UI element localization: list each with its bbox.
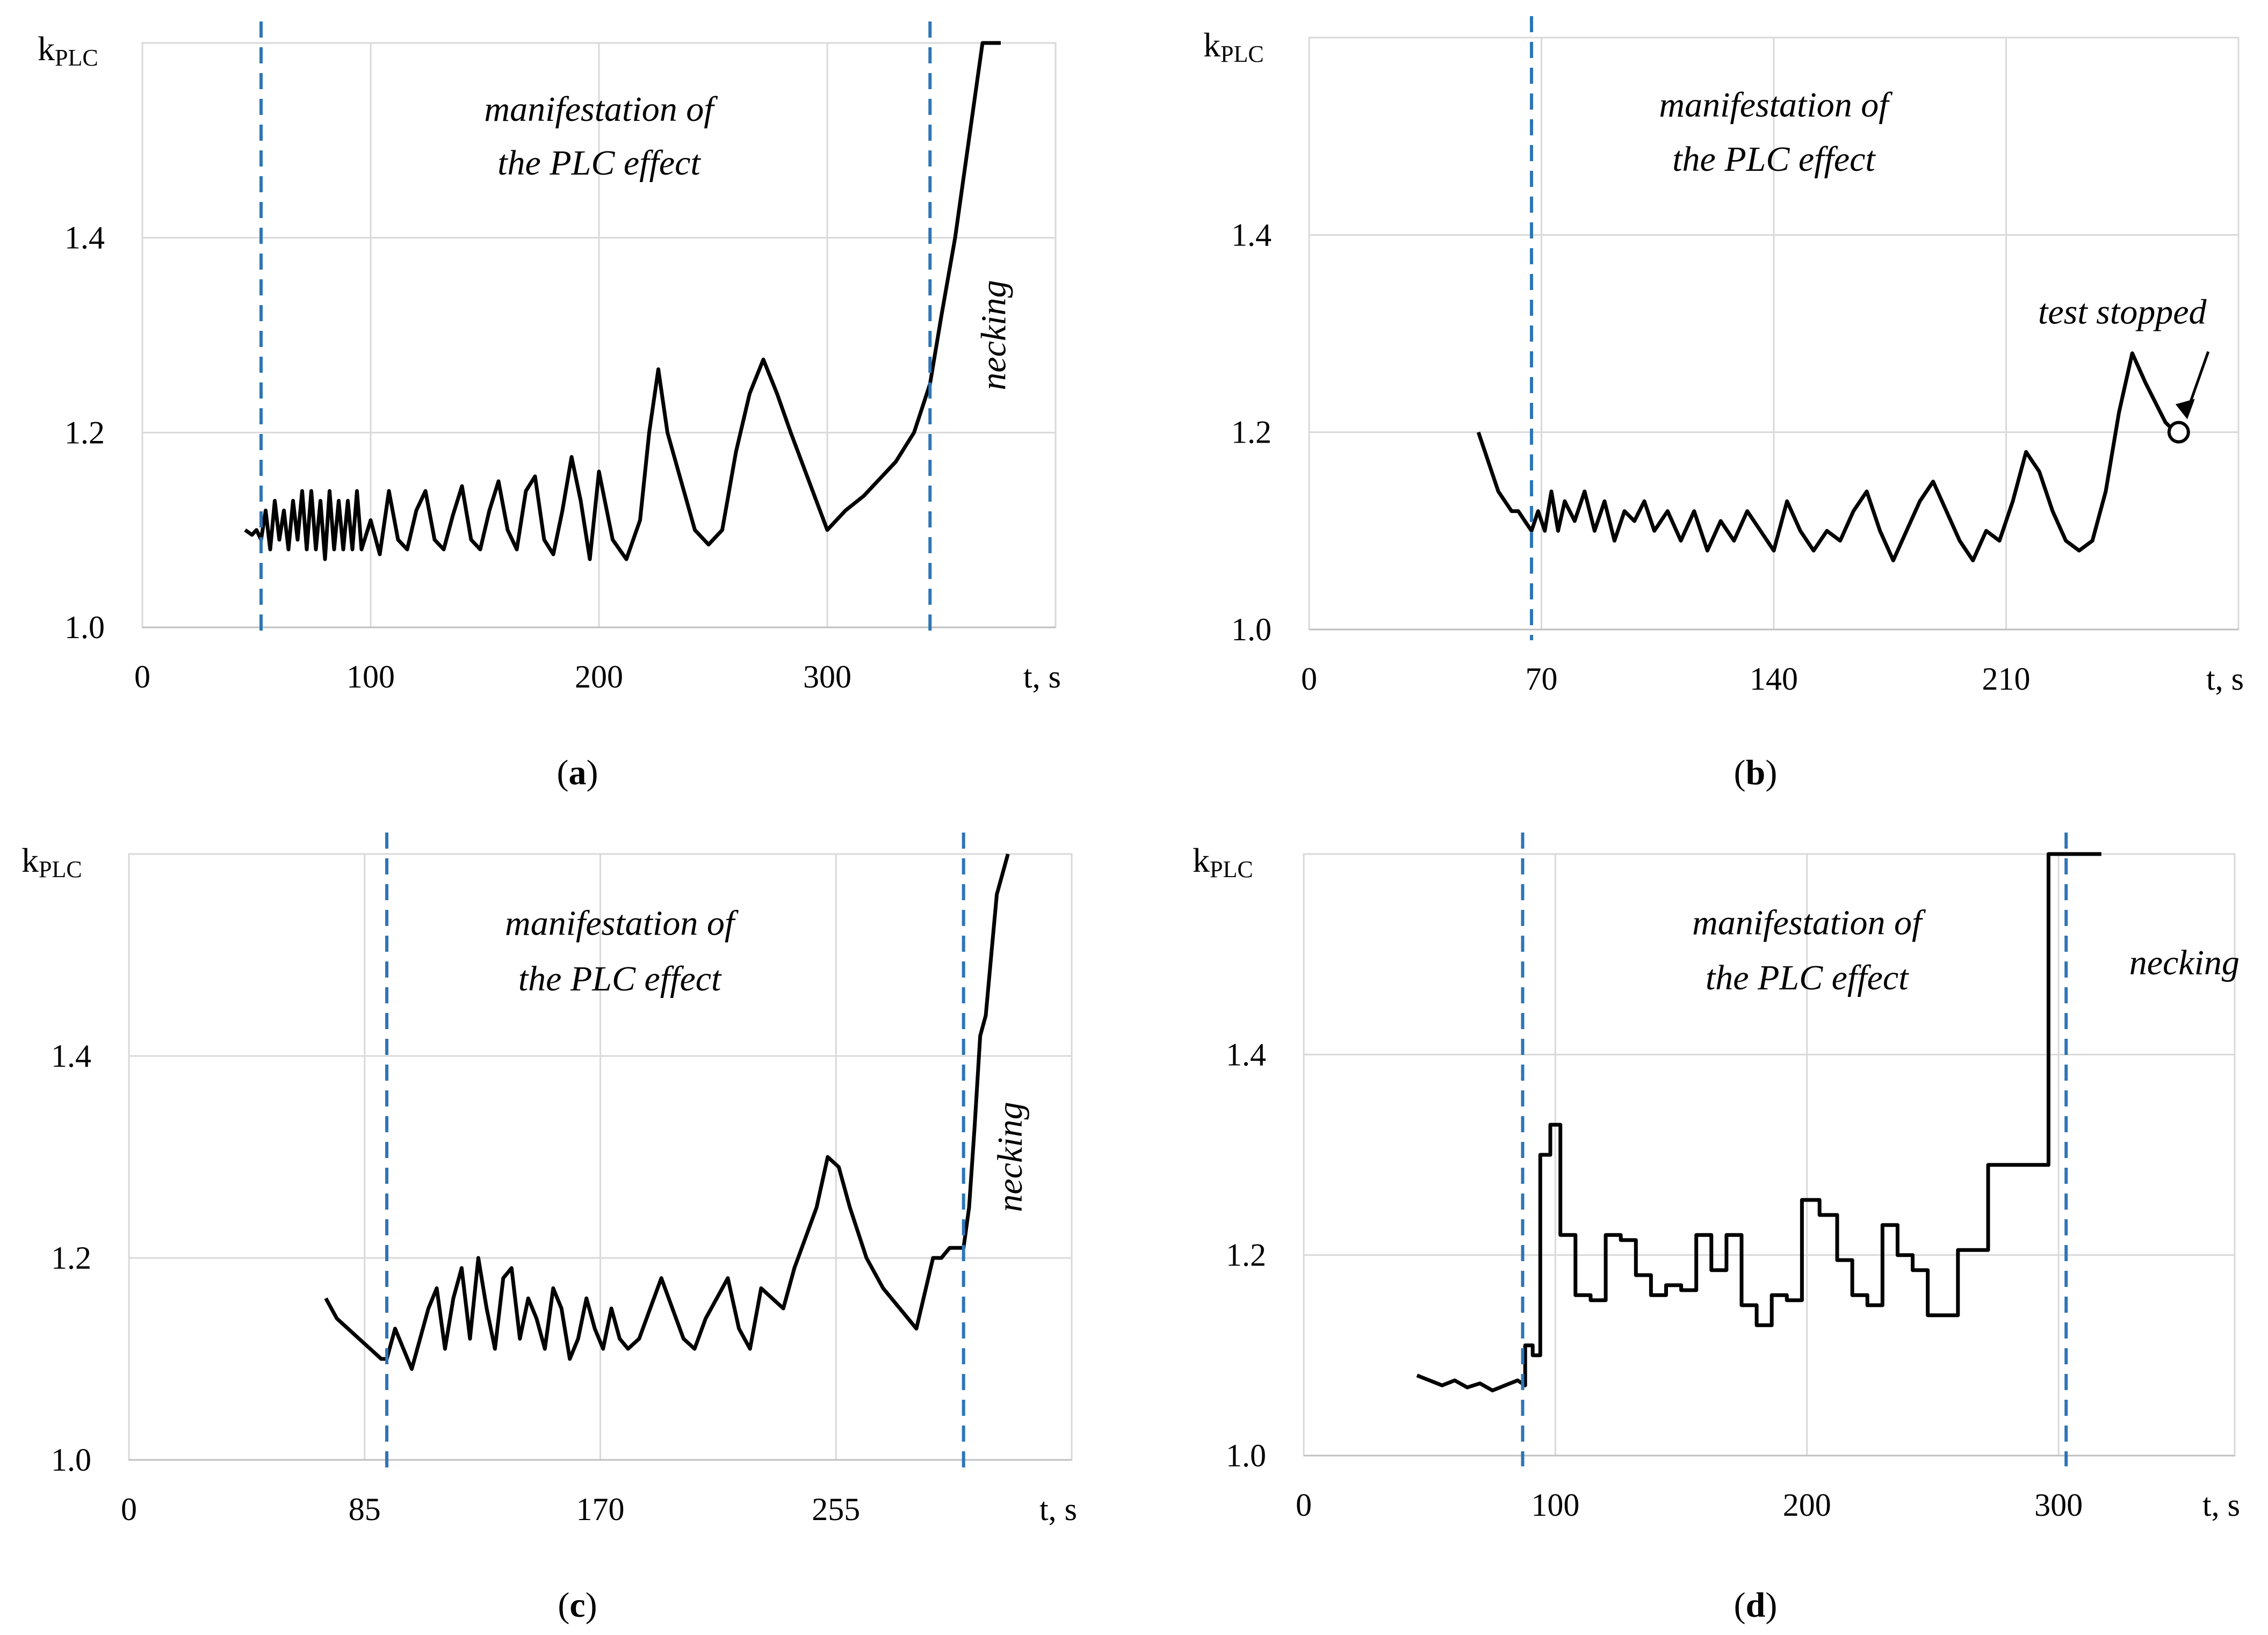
x-tick-label: 170 [576, 1492, 625, 1527]
arrow-head-icon [2175, 399, 2195, 419]
y-axis-label-main: k [21, 841, 39, 879]
annotation: the PLC effect [1706, 958, 1909, 997]
x-tick-label: 255 [812, 1492, 860, 1527]
y-axis-label-subscript: PLC [1220, 41, 1264, 67]
y-axis-label: kPLC [1203, 26, 1264, 67]
annotation: the PLC effect [497, 143, 701, 183]
y-tick-label: 1.2 [51, 1240, 91, 1276]
x-axis-label: t, s [1039, 1492, 1077, 1527]
y-tick-label: 1.2 [1226, 1238, 1266, 1273]
plot-area [1303, 853, 2236, 1457]
x-axis-label: t, s [1023, 659, 1061, 694]
panel-d: 0 100 200 300 t, s 1.0 1.2 1.4 kPLC manifestation… [1193, 833, 2240, 1625]
y-tick-label: 1.4 [64, 220, 105, 256]
y-tick-label: 1.2 [1231, 415, 1272, 450]
series-line-kPLC [324, 853, 1010, 1371]
x-tick-label: 0 [1296, 1487, 1312, 1523]
y-tick-label: 1.4 [51, 1038, 91, 1074]
series-line-kPLC [1476, 351, 2177, 562]
y-tick-label: 1.0 [1226, 1438, 1266, 1473]
panel-caption: (d) [1734, 1586, 1778, 1625]
x-tick-label: 300 [803, 659, 851, 694]
y-axis-label-main: k [1193, 841, 1210, 879]
annotation: necking [2129, 943, 2240, 982]
annotation: manifestation of [1659, 85, 1893, 125]
x-tick-label: 100 [346, 659, 395, 694]
panel-caption-letter: d [1746, 1586, 1766, 1625]
annotation: test stopped [2038, 293, 2207, 332]
y-axis-label: kPLC [1193, 841, 1253, 882]
y-tick-label: 1.4 [1231, 217, 1272, 252]
y-tick-label: 1.0 [51, 1442, 91, 1478]
annotation: the PLC effect [518, 959, 722, 999]
y-axis-label-main: k [38, 30, 55, 68]
y-tick-label: 1.4 [1226, 1037, 1266, 1072]
y-axis-label-subscript: PLC [39, 856, 82, 882]
annotation: necking [974, 280, 1014, 390]
series-line-kPLC [1416, 852, 2101, 1393]
panel-caption-letter: a [569, 753, 587, 792]
test-stopped-marker [2167, 421, 2190, 444]
x-tick-label: 200 [1783, 1487, 1831, 1523]
y-tick-label: 1.0 [64, 610, 105, 645]
x-tick-label: 70 [1526, 661, 1558, 697]
x-tick-label: 210 [1982, 661, 2031, 697]
annotation: manifestation of [505, 903, 739, 943]
x-axis-label: t, s [2202, 1487, 2240, 1523]
x-tick-label: 100 [1531, 1487, 1579, 1523]
annotation: necking [991, 1102, 1030, 1212]
x-axis-label: t, s [2206, 661, 2244, 697]
x-tick-label: 200 [575, 659, 623, 694]
panel-c: 0 85 170 255 t, s 1.0 1.2 1.4 kPLC manifestation … [21, 833, 1077, 1625]
panel-caption-letter: b [1746, 753, 1766, 792]
y-axis-label-subscript: PLC [55, 45, 98, 71]
panel-b: 0 70 140 210 t, s 1.0 1.2 1.4 kPLC manifestation … [1203, 16, 2244, 792]
annotation: the PLC effect [1672, 140, 1876, 179]
panel-caption-letter: c [569, 1586, 585, 1625]
y-tick-label: 1.2 [64, 415, 105, 450]
annotation: manifestation of [484, 90, 718, 129]
x-tick-label: 300 [2034, 1487, 2083, 1523]
x-tick-label: 0 [134, 659, 150, 694]
x-tick-label: 0 [121, 1492, 137, 1527]
y-axis-label: kPLC [38, 30, 98, 71]
x-tick-label: 0 [1301, 661, 1317, 697]
panel-caption: (b) [1734, 753, 1778, 792]
annotation: manifestation of [1692, 903, 1926, 942]
x-tick-label: 85 [349, 1492, 381, 1527]
y-axis-label: kPLC [21, 841, 82, 882]
panel-a: 0 100 200 300 t, s 1.0 1.2 1.4 kPLC manifestation… [38, 21, 1061, 792]
x-tick-label: 140 [1750, 661, 1798, 697]
y-tick-label: 1.0 [1231, 612, 1272, 647]
y-axis-label-main: k [1203, 26, 1220, 64]
panel-caption: (a) [557, 753, 598, 792]
y-axis-label-subscript: PLC [1210, 856, 1253, 882]
panel-caption: (c) [558, 1586, 597, 1625]
series-line-kPLC [244, 41, 1001, 561]
